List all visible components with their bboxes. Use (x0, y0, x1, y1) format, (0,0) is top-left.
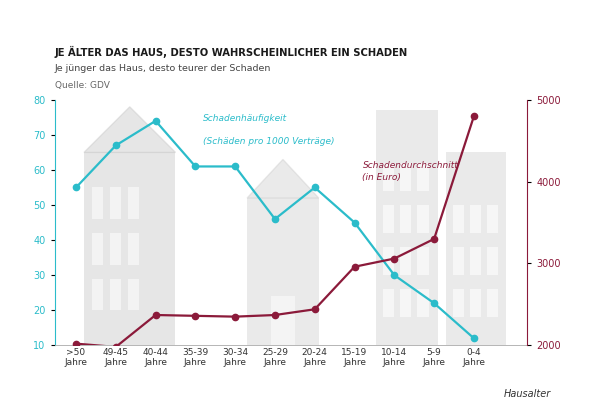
FancyBboxPatch shape (92, 233, 103, 265)
FancyBboxPatch shape (92, 188, 103, 219)
FancyBboxPatch shape (110, 188, 121, 219)
FancyBboxPatch shape (84, 152, 176, 345)
FancyBboxPatch shape (128, 188, 139, 219)
FancyBboxPatch shape (487, 289, 498, 317)
FancyBboxPatch shape (383, 163, 395, 191)
FancyBboxPatch shape (247, 198, 319, 345)
FancyBboxPatch shape (271, 296, 295, 345)
FancyBboxPatch shape (383, 205, 395, 233)
FancyBboxPatch shape (453, 289, 464, 317)
FancyBboxPatch shape (383, 247, 395, 275)
FancyBboxPatch shape (470, 289, 481, 317)
FancyBboxPatch shape (470, 247, 481, 275)
Text: Je jünger das Haus, desto teurer der Schaden: Je jünger das Haus, desto teurer der Sch… (55, 64, 271, 73)
FancyBboxPatch shape (92, 279, 103, 310)
FancyBboxPatch shape (110, 233, 121, 265)
FancyBboxPatch shape (401, 205, 411, 233)
FancyBboxPatch shape (418, 163, 428, 191)
Text: Schadenhäufigkeit: Schadenhäufigkeit (204, 114, 287, 123)
Text: (Schäden pro 1000 Verträge): (Schäden pro 1000 Verträge) (204, 136, 335, 146)
Text: Hausalter: Hausalter (504, 389, 551, 399)
FancyBboxPatch shape (128, 279, 139, 310)
FancyBboxPatch shape (401, 163, 411, 191)
Text: JE ÄLTER DAS HAUS, DESTO WAHRSCHEINLICHER EIN SCHADEN: JE ÄLTER DAS HAUS, DESTO WAHRSCHEINLICHE… (55, 46, 408, 58)
Text: Quelle: GDV: Quelle: GDV (55, 82, 110, 90)
FancyBboxPatch shape (418, 247, 428, 275)
FancyBboxPatch shape (453, 247, 464, 275)
FancyBboxPatch shape (383, 289, 395, 317)
FancyBboxPatch shape (487, 205, 498, 233)
FancyBboxPatch shape (418, 289, 428, 317)
FancyBboxPatch shape (418, 205, 428, 233)
FancyBboxPatch shape (110, 279, 121, 310)
Polygon shape (84, 107, 176, 152)
FancyBboxPatch shape (401, 289, 411, 317)
FancyBboxPatch shape (446, 152, 506, 345)
FancyBboxPatch shape (128, 233, 139, 265)
FancyBboxPatch shape (401, 247, 411, 275)
Text: Schadendurchschnitt: Schadendurchschnitt (362, 161, 458, 170)
Text: (in Euro): (in Euro) (362, 173, 401, 182)
FancyBboxPatch shape (487, 247, 498, 275)
Polygon shape (247, 159, 319, 198)
FancyBboxPatch shape (470, 205, 481, 233)
FancyBboxPatch shape (453, 205, 464, 233)
FancyBboxPatch shape (376, 110, 438, 345)
